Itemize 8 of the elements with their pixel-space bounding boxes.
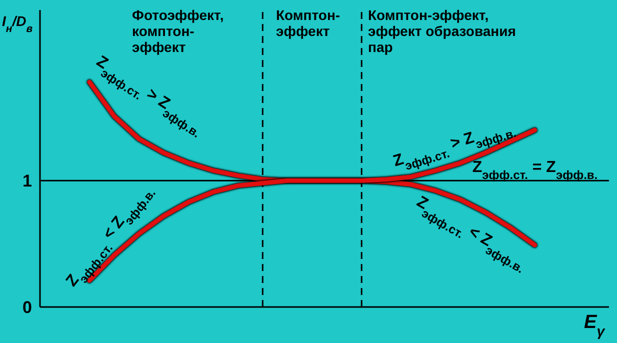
annotation: Z$_{эфф.ст.}$ = Z$_{эфф.в.}$ <box>472 159 598 182</box>
y-tick-label: 0 <box>22 298 32 318</box>
annotation: Комптон-эффект, эффект образования пар <box>368 7 516 55</box>
annotation: Комптон- эффект <box>276 7 340 39</box>
x-axis-title: E$_{γ}$ <box>584 312 606 340</box>
y-axis-title: I$_{н}$/D$_{в}$ <box>2 13 34 35</box>
annotation: Фотоэффект, комптон- эффект <box>132 7 224 55</box>
y-tick-label: 1 <box>22 172 32 191</box>
